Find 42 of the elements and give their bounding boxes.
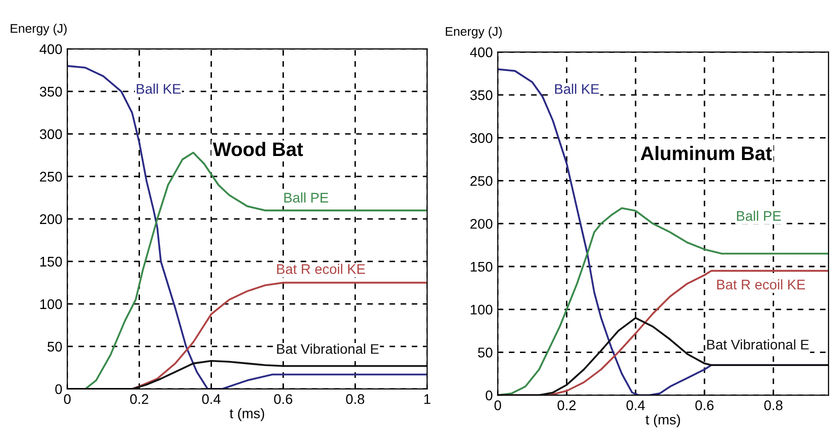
x-tick-label: 0.2 xyxy=(130,394,148,404)
text: Ball PE xyxy=(737,210,781,221)
y-tick-label: 100 xyxy=(40,299,62,310)
x-tick-label: 0.4 xyxy=(626,400,645,410)
y-tick-label: 150 xyxy=(470,262,492,272)
y-tick-label: 300 xyxy=(40,129,62,140)
series-label: Ball PE xyxy=(284,192,328,203)
y-axis-title: Energy (J) xyxy=(10,24,67,36)
x-tick-label: 0 xyxy=(494,400,502,410)
y-tick-label: 200 xyxy=(40,214,62,224)
y-tick-label: 50 xyxy=(48,342,62,352)
series-label: Bat Vibrational E xyxy=(277,344,379,354)
x-tick-label: 0.6 xyxy=(274,394,292,404)
x-tick-label: 0.6 xyxy=(695,400,714,410)
x-tick-label: 1 xyxy=(424,394,430,404)
x-tick-label: 0 xyxy=(64,394,71,404)
y-tick-label: 400 xyxy=(40,44,62,54)
y-tick-label: 250 xyxy=(40,172,62,182)
y-axis-title: Energy (J) xyxy=(446,26,502,38)
x-tick-label: 0.2 xyxy=(558,400,576,410)
y-tick-label: 0 xyxy=(55,384,62,394)
y-tick-label: 350 xyxy=(470,90,492,100)
series-label: Ball KE xyxy=(555,84,599,94)
y-tick-label: 200 xyxy=(470,218,492,229)
x-axis-title: t (ms) xyxy=(646,414,680,428)
text: Wood Bat xyxy=(212,142,303,156)
x-tick-label: 0.4 xyxy=(202,394,220,404)
y-tick-label: 300 xyxy=(470,133,492,144)
series-label: Bat R ecoil KE xyxy=(717,279,806,290)
x-axis-title: t (ms) xyxy=(230,408,264,422)
x-tick-label: 0.8 xyxy=(764,400,782,410)
text: Aluminum Bat xyxy=(640,146,772,160)
x-tick-label: 0.8 xyxy=(346,394,364,404)
y-tick-label: 50 xyxy=(478,348,492,358)
y-tick-label: 100 xyxy=(470,304,492,315)
series-label: Bat Vibrational E xyxy=(707,339,809,350)
y-tick-label: 350 xyxy=(40,86,62,97)
y-tick-label: 150 xyxy=(40,256,62,267)
series-label: Ball KE xyxy=(136,84,181,94)
y-tick-label: 400 xyxy=(470,47,492,58)
series-label: Bat R ecoil KE xyxy=(277,264,365,274)
y-tick-label: 250 xyxy=(470,176,492,186)
